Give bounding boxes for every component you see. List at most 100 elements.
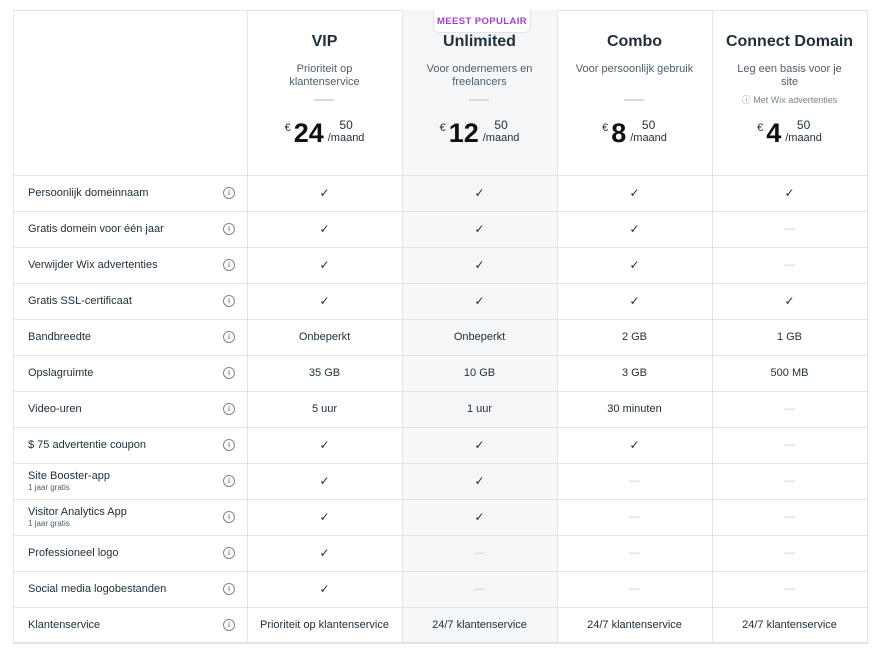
not-included-cell: — — [557, 463, 712, 499]
feature-value-cell: 3 GB — [557, 355, 712, 391]
plan-description: Voor persoonlijk gebruik — [575, 63, 694, 75]
not-included-dash: — — [629, 511, 640, 523]
check-icon-cell: ✓ — [247, 175, 402, 211]
feature-value-cell: 500 MB — [712, 355, 867, 391]
check-icon-cell: ✓ — [247, 247, 402, 283]
check-icon: ✓ — [629, 438, 640, 452]
not-included-dash: — — [629, 583, 640, 595]
info-icon[interactable]: i — [223, 511, 235, 523]
table-border-left — [13, 10, 14, 643]
price-period: /maand — [630, 132, 667, 144]
column-divider — [247, 10, 248, 643]
feature-value-cell: 30 minuten — [557, 391, 712, 427]
info-icon[interactable]: i — [223, 439, 235, 451]
row-divider — [13, 499, 868, 500]
feature-name: Bandbreedte — [28, 319, 91, 355]
info-icon[interactable]: i — [223, 295, 235, 307]
info-icon[interactable]: i — [223, 583, 235, 595]
check-icon-cell: ✓ — [557, 247, 712, 283]
feature-value-cell: Onbeperkt — [402, 319, 557, 355]
not-included-dash: — — [629, 547, 640, 559]
table-border-top — [557, 10, 868, 11]
check-icon: ✓ — [319, 294, 330, 308]
plan-header: Combo Voor persoonlijk gebruik € 8 50 /ma… — [557, 10, 712, 175]
plan-name: Combo — [606, 33, 663, 50]
info-icon[interactable]: i — [223, 259, 235, 271]
feature-name: Site Booster-app 1 jaar gratis — [28, 463, 110, 499]
check-icon-cell: ✓ — [557, 175, 712, 211]
check-icon: ✓ — [319, 474, 330, 488]
feature-value-text: Onbeperkt — [453, 331, 506, 343]
info-icon[interactable]: i — [223, 403, 235, 415]
feature-row: Social media logobestanden i ✓ — — — — [13, 571, 868, 607]
check-icon: ✓ — [319, 222, 330, 236]
check-icon-cell: ✓ — [247, 571, 402, 607]
feature-value-cell: 10 GB — [402, 355, 557, 391]
row-divider — [13, 571, 868, 572]
check-icon-cell: ✓ — [247, 463, 402, 499]
table-border-right — [867, 10, 868, 643]
check-icon-cell: ✓ — [712, 283, 867, 319]
price-cents: 50 — [641, 118, 656, 132]
feature-value-cell: Prioriteit op klantenservice — [247, 607, 402, 643]
check-icon-cell: ✓ — [247, 499, 402, 535]
price-cents: 50 — [494, 118, 508, 132]
feature-value-text: 3 GB — [621, 367, 648, 379]
feature-value-text: 500 MB — [770, 367, 809, 379]
check-icon: ✓ — [784, 294, 795, 308]
feature-name: Verwijder Wix advertenties — [28, 247, 158, 283]
feature-label: Persoonlijk domeinnaam — [28, 187, 149, 199]
check-icon: ✓ — [319, 186, 330, 200]
price-amount: 4 — [766, 118, 782, 148]
feature-row: Professioneel logo i ✓ — — — — [13, 535, 868, 571]
price-fraction: 50 /maand — [630, 119, 667, 145]
feature-label: Gratis domein voor één jaar — [28, 223, 164, 235]
price-period: /maand — [482, 132, 520, 144]
price-fraction: 50 /maand — [483, 119, 520, 145]
not-included-cell: — — [557, 535, 712, 571]
not-included-cell: — — [712, 391, 867, 427]
feature-label: Visitor Analytics App — [28, 506, 127, 518]
row-divider — [13, 175, 868, 176]
plan-description: Prioriteit op klantenservice — [289, 63, 360, 88]
not-included-dash: — — [784, 403, 795, 415]
not-included-cell: — — [557, 499, 712, 535]
info-icon[interactable]: i — [223, 619, 235, 631]
not-included-cell: — — [712, 247, 867, 283]
table-border-bottom — [13, 642, 868, 643]
info-icon[interactable]: i — [223, 475, 235, 487]
check-icon-cell: ✓ — [247, 283, 402, 319]
feature-name: Visitor Analytics App 1 jaar gratis — [28, 499, 127, 535]
feature-value-cell: 1 GB — [712, 319, 867, 355]
currency-symbol: € — [284, 122, 291, 134]
feature-row: Visitor Analytics App 1 jaar gratis i ✓ ✓ — — — [13, 499, 868, 535]
feature-value-cell: 1 uur — [402, 391, 557, 427]
check-icon-cell: ✓ — [402, 499, 557, 535]
info-icon[interactable]: i — [223, 367, 235, 379]
check-icon-cell: ✓ — [557, 283, 712, 319]
info-icon[interactable]: i — [223, 547, 235, 559]
plan-price: € 4 50 /maand — [712, 118, 867, 148]
row-divider — [13, 535, 868, 536]
row-divider — [13, 427, 868, 428]
check-icon-cell: ✓ — [402, 463, 557, 499]
feature-row: Site Booster-app 1 jaar gratis i ✓ ✓ — — — [13, 463, 868, 499]
feature-value-cell: 5 uur — [247, 391, 402, 427]
check-icon: ✓ — [474, 186, 485, 200]
info-icon[interactable]: i — [223, 223, 235, 235]
check-icon: ✓ — [319, 510, 330, 524]
feature-label: Site Booster-app — [28, 470, 110, 482]
feature-value-text: Prioriteit op klantenservice — [259, 619, 389, 631]
plan-name: Connect Domain — [725, 33, 854, 50]
feature-row: Gratis SSL-certificaat i ✓ ✓ ✓ ✓ — [13, 283, 868, 319]
info-icon[interactable]: i — [223, 331, 235, 343]
ads-note[interactable]: ⓘ Met Wix advertenties — [741, 95, 838, 105]
feature-label: $ 75 advertentie coupon — [28, 439, 147, 451]
feature-name: Klantenservice — [28, 607, 100, 643]
feature-sublabel: 1 jaar gratis — [28, 483, 70, 492]
not-included-cell: — — [712, 427, 867, 463]
check-icon-cell: ✓ — [402, 247, 557, 283]
popular-column-highlight — [402, 10, 557, 643]
info-icon[interactable]: i — [223, 187, 235, 199]
check-icon-cell: ✓ — [402, 211, 557, 247]
